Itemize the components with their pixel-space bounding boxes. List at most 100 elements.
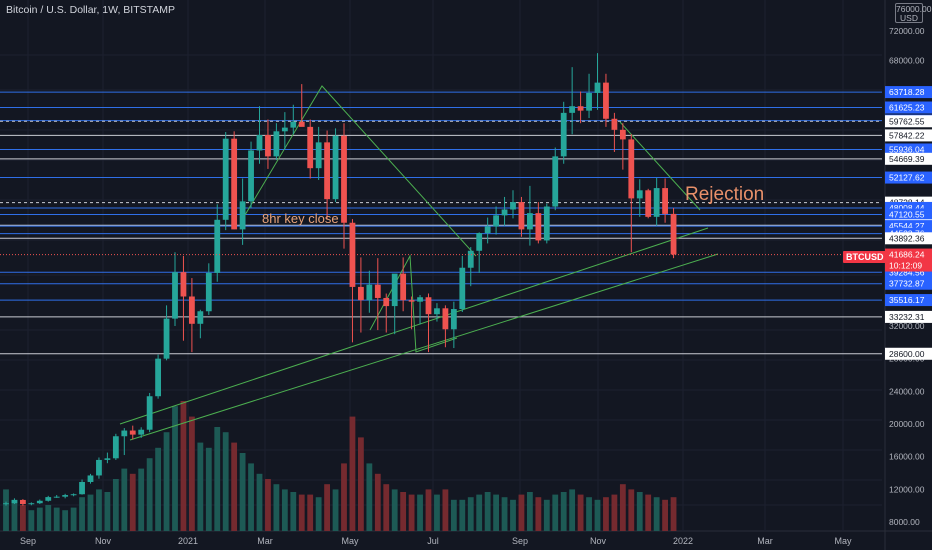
currency-badge[interactable]: 76000.00 USD (895, 3, 931, 23)
candle-body[interactable] (560, 112, 567, 157)
candle-body[interactable] (70, 494, 77, 496)
candle-body[interactable] (594, 82, 601, 93)
candle-body[interactable] (358, 286, 364, 301)
candle-body[interactable] (476, 233, 483, 251)
candle-body[interactable] (290, 121, 297, 128)
candle-body[interactable] (653, 188, 660, 217)
annotation-rejection[interactable]: Rejection (685, 184, 765, 205)
candle-body[interactable] (341, 135, 347, 223)
candle-body[interactable] (569, 106, 576, 113)
candle-body[interactable] (104, 458, 111, 460)
candle-body[interactable] (87, 475, 94, 482)
candle-body[interactable] (205, 272, 212, 312)
candle-body[interactable] (459, 267, 466, 310)
candle-body[interactable] (315, 142, 322, 169)
candle-body[interactable] (552, 156, 559, 207)
candle-body[interactable] (442, 308, 449, 330)
candle-body[interactable] (62, 495, 69, 497)
candle-body[interactable] (467, 250, 474, 268)
candle-body[interactable] (121, 430, 128, 437)
candle-body[interactable] (214, 219, 221, 273)
last-price-label-bg[interactable] (885, 248, 932, 272)
trendline-resistance[interactable] (619, 121, 701, 211)
candle-body[interactable] (146, 396, 153, 430)
candle-body[interactable] (527, 213, 533, 230)
candle-body[interactable] (96, 459, 102, 476)
candle-body[interactable] (256, 134, 263, 151)
candle-body[interactable] (231, 138, 238, 230)
trendline-support-lower[interactable] (129, 253, 719, 441)
candle-body[interactable] (619, 129, 626, 140)
candle-body[interactable] (28, 503, 35, 505)
candle-body[interactable] (417, 297, 423, 302)
candle-body[interactable] (79, 481, 85, 495)
candle-body[interactable] (493, 215, 499, 227)
candle-body[interactable] (586, 92, 592, 111)
candle-body[interactable] (265, 134, 271, 157)
candle-body[interactable] (138, 429, 145, 435)
candle-body[interactable] (366, 284, 373, 301)
candle-body[interactable] (434, 308, 440, 315)
candle-body[interactable] (273, 131, 280, 157)
price-level-label-bg[interactable] (885, 347, 932, 360)
candle-body[interactable] (129, 430, 136, 435)
candle-body[interactable] (611, 118, 618, 130)
candle-body[interactable] (518, 202, 525, 230)
candle-body[interactable] (670, 213, 677, 255)
candle-body[interactable] (112, 436, 119, 459)
candle-body[interactable] (222, 138, 229, 220)
candle-body[interactable] (636, 190, 643, 199)
candle-body[interactable] (408, 300, 415, 302)
price-level-label-bg[interactable] (885, 171, 932, 184)
price-level-label-bg[interactable] (885, 129, 932, 142)
candle-body[interactable] (11, 499, 18, 504)
candle-body[interactable] (501, 209, 508, 216)
trendline-pattern[interactable] (244, 85, 477, 257)
candle-body[interactable] (53, 496, 60, 498)
candle-body[interactable] (281, 127, 288, 132)
candle-body[interactable] (197, 311, 204, 324)
candle-body[interactable] (450, 309, 457, 330)
candle-body[interactable] (349, 222, 356, 287)
candle-body[interactable] (324, 142, 330, 200)
candle-body[interactable] (645, 190, 652, 217)
candle-body[interactable] (628, 139, 635, 199)
candle-body[interactable] (577, 106, 584, 111)
price-level-label-bg[interactable] (885, 310, 932, 323)
trendline-pattern-lower[interactable] (369, 254, 458, 353)
candle-body[interactable] (239, 201, 246, 230)
candle-body[interactable] (543, 206, 550, 241)
candle-body[interactable] (248, 150, 254, 202)
candle-body[interactable] (36, 500, 43, 504)
candle-body[interactable] (662, 188, 668, 214)
candle-body[interactable] (603, 82, 609, 119)
candle-body[interactable] (155, 358, 161, 397)
candle-body[interactable] (400, 273, 407, 301)
price-level-label-bg[interactable] (885, 101, 932, 114)
candle-body[interactable] (172, 272, 178, 319)
candle-body[interactable] (535, 213, 542, 241)
candle-body[interactable] (510, 202, 516, 210)
candle-body[interactable] (374, 284, 381, 298)
price-level-label-bg[interactable] (885, 143, 932, 156)
candle-body[interactable] (189, 296, 195, 324)
candle-body[interactable] (20, 499, 26, 505)
price-level-label-bg[interactable] (885, 277, 932, 290)
candle-body[interactable] (45, 497, 52, 501)
candle-body[interactable] (307, 126, 314, 169)
candle-body[interactable] (391, 273, 398, 307)
price-level-label-bg[interactable] (885, 86, 932, 99)
candle-body[interactable] (383, 297, 390, 307)
candle-body[interactable] (484, 226, 491, 234)
candle-body[interactable] (332, 135, 339, 200)
candle-body[interactable] (425, 297, 432, 315)
candle-body[interactable] (298, 121, 305, 127)
price-level-label-bg[interactable] (885, 115, 932, 128)
annotation-key-close[interactable]: 8hr key close (262, 211, 339, 226)
candle-body[interactable] (180, 272, 187, 297)
price-level-label-bg[interactable] (885, 152, 932, 165)
price-level-label-bg[interactable] (885, 208, 932, 221)
candle-body[interactable] (3, 503, 9, 505)
